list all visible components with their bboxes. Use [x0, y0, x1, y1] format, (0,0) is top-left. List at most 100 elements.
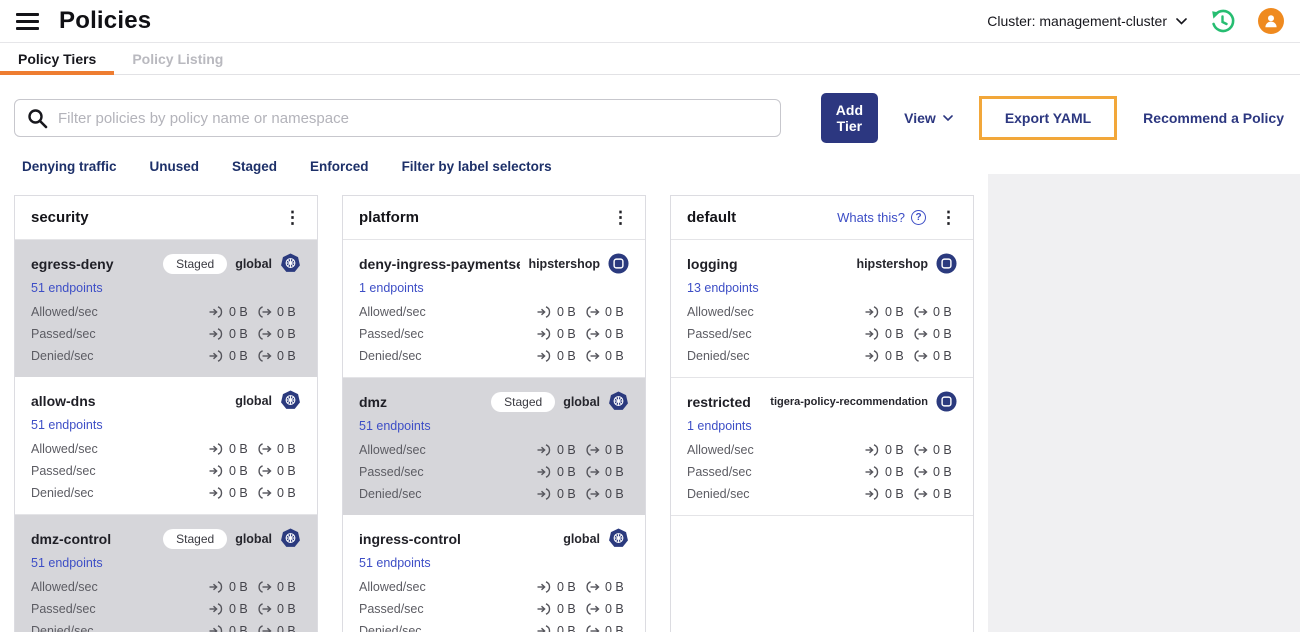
policy-card[interactable]: logging hipstershop 13 endpoints Allowed…: [671, 240, 973, 378]
endpoints-link[interactable]: 51 endpoints: [31, 418, 103, 432]
policy-name: ingress-control: [359, 530, 461, 547]
ingress-icon: [537, 488, 551, 500]
policy-search[interactable]: [14, 99, 781, 137]
filter-staged[interactable]: Staged: [232, 159, 278, 174]
policy-name: deny-ingress-paymentservi...: [359, 255, 521, 272]
stat-label: Passed/sec: [359, 327, 424, 341]
tier-title: platform: [359, 209, 419, 226]
search-input[interactable]: [58, 109, 768, 127]
cluster-selector-label: Cluster: management-cluster: [987, 13, 1167, 29]
policy-card[interactable]: ingress-control global 51 endpoints Allo…: [343, 515, 645, 632]
tier-column: security ? ⋮ egress-deny Staged global: [14, 195, 318, 632]
stat-label: Passed/sec: [359, 465, 424, 479]
tier-menu-icon[interactable]: ⋮: [612, 208, 629, 227]
policy-name: egress-deny: [31, 255, 114, 272]
stat-rows: Allowed/sec 0 B 0 B Passed/sec: [359, 305, 629, 363]
ingress-value: 0 B: [557, 349, 576, 363]
user-avatar-icon[interactable]: [1258, 8, 1284, 34]
traffic-stat-row: Passed/sec 0 B 0 B: [359, 602, 629, 616]
traffic-stat-row: Denied/sec 0 B 0 B: [687, 349, 957, 363]
egress-icon: [914, 328, 928, 340]
whats-this-link[interactable]: Whats this? ?: [837, 210, 926, 225]
traffic-stat-row: Allowed/sec 0 B 0 B: [31, 442, 301, 456]
policy-card[interactable]: deny-ingress-paymentservi... hipstershop…: [343, 240, 645, 378]
egress-icon: [914, 350, 928, 362]
egress-stat: 0 B: [257, 624, 301, 632]
ingress-value: 0 B: [229, 580, 248, 594]
tab-policy-tiers[interactable]: Policy Tiers: [0, 43, 115, 75]
tier-menu-icon[interactable]: ⋮: [940, 208, 957, 227]
filter-unused[interactable]: Unused: [149, 159, 200, 174]
traffic-stat-row: Allowed/sec 0 B 0 B: [359, 305, 629, 319]
tier-header: security ? ⋮: [15, 196, 317, 240]
egress-value: 0 B: [605, 602, 624, 616]
policy-board: security ? ⋮ egress-deny Staged global: [14, 195, 988, 632]
stat-rows: Allowed/sec 0 B 0 B Passed/sec: [359, 580, 629, 632]
policy-card[interactable]: restricted tigera-policy-recommendation …: [671, 378, 973, 516]
tab-policy-listing[interactable]: Policy Listing: [132, 50, 224, 67]
egress-icon: [258, 487, 272, 499]
ingress-value: 0 B: [885, 465, 904, 479]
ingress-icon: [209, 306, 223, 318]
view-button[interactable]: View: [904, 110, 953, 126]
ingress-icon: [865, 306, 879, 318]
endpoints-link[interactable]: 51 endpoints: [31, 281, 103, 295]
egress-stat: 0 B: [257, 602, 301, 616]
traffic-stat-row: Denied/sec 0 B 0 B: [31, 486, 301, 500]
policy-scope-label: tigera-policy-recommendation: [770, 395, 928, 408]
filter-enforced[interactable]: Enforced: [310, 159, 369, 174]
egress-value: 0 B: [277, 602, 296, 616]
cluster-selector[interactable]: Cluster: management-cluster: [987, 13, 1187, 29]
stat-label: Passed/sec: [687, 465, 752, 479]
endpoints-link[interactable]: 13 endpoints: [687, 281, 759, 295]
egress-icon: [586, 350, 600, 362]
policy-card[interactable]: dmz Staged global 51 endpoints Allowed/s…: [343, 378, 645, 515]
quick-filters: Denying traffic Unused Staged Enforced F…: [0, 143, 1300, 174]
ingress-icon: [865, 466, 879, 478]
endpoints-link[interactable]: 51 endpoints: [359, 556, 431, 570]
global-icon: [280, 253, 301, 274]
ingress-icon: [537, 306, 551, 318]
traffic-stat-row: Allowed/sec 0 B 0 B: [359, 580, 629, 594]
tier-header: default Whats this? ? ⋮: [671, 196, 973, 240]
tab-bar: Policy Tiers Policy Listing: [0, 42, 1300, 75]
staged-badge: Staged: [163, 528, 228, 549]
egress-icon: [586, 581, 600, 593]
egress-stat: 0 B: [913, 349, 957, 363]
stat-label: Passed/sec: [31, 327, 96, 341]
egress-value: 0 B: [605, 624, 624, 632]
policy-scope-label: global: [235, 393, 272, 408]
tier-menu-icon[interactable]: ⋮: [284, 208, 301, 227]
ingress-icon: [209, 625, 223, 632]
page-title: Policies: [59, 7, 152, 34]
traffic-stat-row: Denied/sec 0 B 0 B: [359, 487, 629, 501]
policy-card[interactable]: allow-dns global 51 endpoints Allowed/se…: [15, 377, 317, 515]
stat-label: Allowed/sec: [31, 442, 98, 456]
ingress-stat: 0 B: [209, 464, 257, 478]
filter-by-label-selectors[interactable]: Filter by label selectors: [401, 159, 552, 174]
history-icon[interactable]: [1209, 8, 1236, 35]
filter-denying-traffic[interactable]: Denying traffic: [22, 159, 117, 174]
policy-card[interactable]: egress-deny Staged global 51 endpoints A…: [15, 240, 317, 377]
egress-icon: [258, 443, 272, 455]
egress-icon: [586, 603, 600, 615]
menu-icon[interactable]: [16, 12, 39, 30]
ingress-value: 0 B: [229, 305, 248, 319]
endpoints-link[interactable]: 51 endpoints: [359, 419, 431, 433]
egress-icon: [586, 625, 600, 632]
endpoints-link[interactable]: 1 endpoints: [687, 419, 752, 433]
endpoints-link[interactable]: 51 endpoints: [31, 556, 103, 570]
egress-value: 0 B: [933, 487, 952, 501]
stat-label: Passed/sec: [359, 602, 424, 616]
stat-rows: Allowed/sec 0 B 0 B Passed/sec: [31, 305, 301, 363]
export-yaml-button[interactable]: Export YAML: [1004, 110, 1092, 126]
add-tier-button[interactable]: Add Tier: [820, 93, 879, 143]
egress-value: 0 B: [277, 442, 296, 456]
traffic-stat-row: Passed/sec 0 B 0 B: [359, 465, 629, 479]
recommend-policy-button[interactable]: Recommend a Policy: [1143, 110, 1284, 126]
egress-stat: 0 B: [585, 349, 629, 363]
egress-value: 0 B: [277, 580, 296, 594]
egress-value: 0 B: [605, 487, 624, 501]
endpoints-link[interactable]: 1 endpoints: [359, 281, 424, 295]
policy-card[interactable]: dmz-control Staged global 51 endpoints A…: [15, 515, 317, 632]
